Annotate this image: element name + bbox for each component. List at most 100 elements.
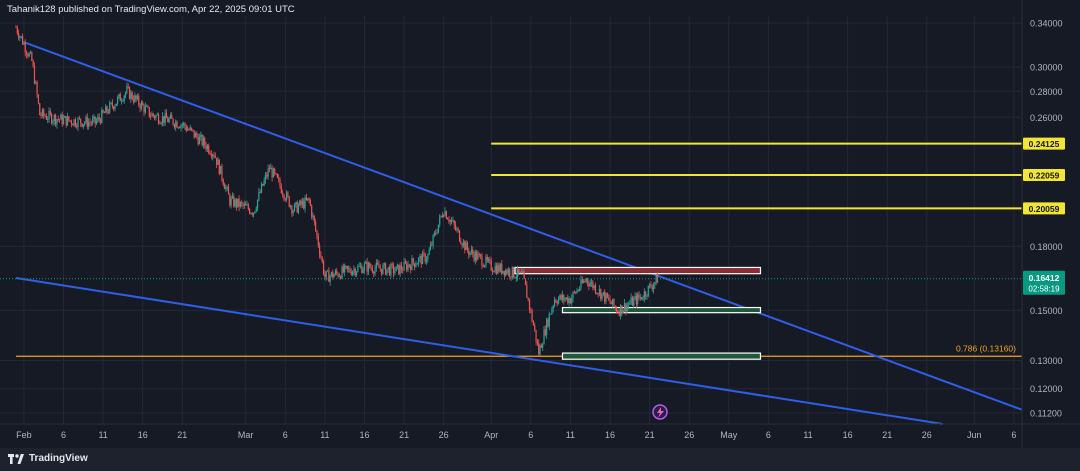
candle-body bbox=[25, 52, 28, 55]
tradingview-logo[interactable]: TradingView bbox=[8, 453, 88, 464]
candle-body bbox=[553, 299, 556, 306]
candle-body bbox=[197, 136, 199, 145]
candle-body bbox=[245, 203, 247, 206]
candle-body bbox=[272, 168, 274, 178]
candle-body bbox=[296, 202, 298, 213]
upper-trendline bbox=[23, 41, 1023, 411]
candle-body bbox=[610, 302, 612, 305]
x-tick-label: 6 bbox=[283, 430, 288, 440]
candle-body bbox=[19, 36, 21, 38]
candle-body bbox=[633, 298, 635, 306]
candle-body bbox=[208, 145, 210, 153]
candle-body bbox=[64, 116, 66, 119]
candle-body bbox=[122, 100, 124, 102]
x-tick-label: 6 bbox=[61, 430, 66, 440]
candle-body bbox=[353, 269, 355, 272]
candle-body bbox=[88, 122, 90, 127]
candle-body bbox=[359, 265, 362, 267]
candle-body bbox=[183, 123, 185, 125]
candle-body bbox=[604, 291, 606, 302]
candle-body bbox=[243, 203, 245, 206]
candle-body bbox=[605, 293, 607, 302]
candle-body bbox=[131, 92, 133, 100]
candle-body bbox=[187, 129, 189, 131]
candle-body bbox=[172, 118, 174, 125]
candle-body bbox=[194, 133, 197, 138]
candle-body bbox=[309, 199, 311, 206]
candle-body bbox=[45, 116, 47, 120]
x-tick-label: Mar bbox=[238, 430, 254, 440]
candle-body bbox=[181, 124, 183, 126]
candle-body bbox=[28, 53, 30, 57]
candle-body bbox=[606, 293, 608, 298]
candle-body bbox=[622, 310, 624, 314]
candle-body bbox=[118, 94, 120, 98]
candle-body bbox=[324, 273, 326, 278]
candle-body bbox=[95, 120, 98, 124]
candle-body bbox=[283, 194, 285, 199]
candle-body bbox=[72, 124, 74, 126]
candle-body bbox=[103, 112, 106, 114]
candle-body bbox=[473, 254, 475, 261]
candle-body bbox=[91, 118, 94, 124]
candle-body bbox=[581, 279, 583, 283]
candle-body bbox=[198, 136, 201, 145]
event-marker[interactable] bbox=[652, 404, 668, 420]
resistance-zone bbox=[514, 266, 762, 275]
candle-body bbox=[48, 110, 50, 120]
candle-body bbox=[216, 157, 218, 165]
candle-body bbox=[299, 200, 301, 206]
price-chart[interactable]: 0.786 (0.13160) 0.34000 0.30000 0.28000 0.2… bbox=[0, 0, 1080, 448]
candle-body bbox=[465, 242, 467, 251]
candle-body bbox=[349, 268, 351, 273]
candle-body bbox=[382, 265, 384, 274]
candle-body bbox=[626, 305, 628, 312]
candle-body bbox=[507, 269, 509, 274]
candle-body bbox=[439, 216, 441, 225]
candle-countdown: 02:58:19 bbox=[1028, 284, 1060, 293]
candle-body bbox=[280, 186, 282, 194]
candle-body bbox=[52, 121, 54, 124]
candle-body bbox=[476, 251, 478, 260]
candle-body bbox=[652, 285, 655, 290]
candle-body bbox=[127, 86, 129, 88]
candle-body bbox=[374, 268, 376, 274]
candle-body bbox=[576, 290, 578, 294]
candle-body bbox=[457, 229, 459, 231]
candle-body bbox=[271, 167, 273, 178]
candle-body bbox=[230, 198, 232, 206]
candle-body bbox=[383, 263, 385, 266]
candle-body bbox=[598, 289, 601, 294]
candle-body bbox=[167, 118, 169, 123]
footer-bar: TradingView bbox=[0, 448, 1080, 471]
candle-body bbox=[142, 102, 144, 106]
candle-body bbox=[365, 261, 367, 264]
candle-body bbox=[478, 253, 480, 255]
candle-body bbox=[427, 254, 429, 260]
candle-body bbox=[544, 329, 546, 336]
candle-body bbox=[247, 204, 249, 210]
candle-body bbox=[564, 298, 566, 301]
candle-body bbox=[532, 321, 535, 326]
y-tick-label: 0.11200 bbox=[1030, 408, 1062, 418]
candle-body bbox=[279, 179, 281, 187]
candle-body bbox=[81, 123, 83, 127]
candle-body bbox=[614, 305, 616, 308]
candle-body bbox=[255, 208, 257, 212]
candle-body bbox=[493, 271, 495, 273]
candle-body bbox=[502, 270, 504, 274]
candle-body bbox=[179, 127, 181, 129]
candle-body bbox=[338, 276, 340, 277]
candle-body bbox=[287, 192, 289, 197]
candle-body bbox=[254, 211, 256, 214]
candle-body bbox=[107, 111, 109, 113]
candle-body bbox=[552, 305, 554, 309]
candle-body bbox=[184, 123, 186, 127]
candle-body bbox=[444, 211, 446, 216]
candle-body bbox=[144, 106, 146, 113]
candle-body bbox=[157, 114, 160, 124]
x-tick-label: 21 bbox=[399, 430, 409, 440]
candle-body bbox=[109, 103, 111, 113]
candle-body bbox=[259, 192, 261, 193]
candle-body bbox=[297, 205, 300, 213]
